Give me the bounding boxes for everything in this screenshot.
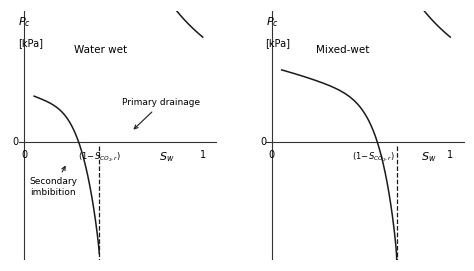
Text: $P_c$: $P_c$ [265, 15, 278, 28]
Text: 1: 1 [200, 150, 206, 160]
Text: $S_w$: $S_w$ [159, 150, 175, 164]
Text: Water wet: Water wet [74, 45, 128, 55]
Text: Secondary
imbibition: Secondary imbibition [30, 167, 78, 196]
Text: Mixed-wet: Mixed-wet [317, 45, 370, 55]
Text: 0: 0 [269, 150, 275, 160]
Text: 0: 0 [260, 137, 266, 147]
Text: $(1\!-\!S_{CO_2,r})$: $(1\!-\!S_{CO_2,r})$ [352, 150, 395, 164]
Text: Primary drainage: Primary drainage [122, 98, 201, 129]
Text: $S_w$: $S_w$ [421, 150, 437, 164]
Text: $P_c$: $P_c$ [18, 15, 31, 28]
Text: 0: 0 [13, 137, 19, 147]
Text: 0: 0 [21, 150, 27, 160]
Text: 1: 1 [447, 150, 453, 160]
Text: [kPa]: [kPa] [18, 38, 43, 49]
Text: $(1\!-\!S_{CO_2,r})$: $(1\!-\!S_{CO_2,r})$ [78, 150, 121, 164]
Text: [kPa]: [kPa] [265, 38, 291, 49]
